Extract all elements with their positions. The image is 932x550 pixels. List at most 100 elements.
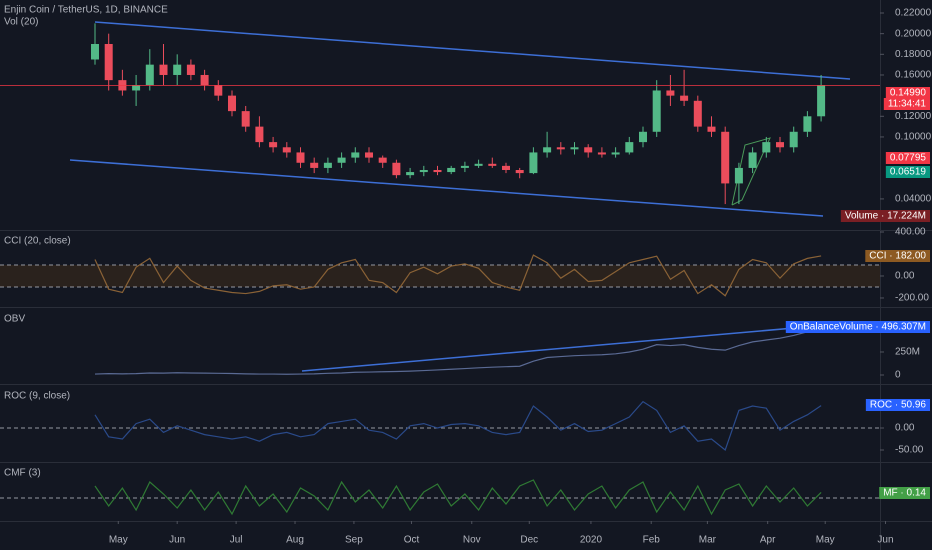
x-tick-label: Apr	[760, 535, 776, 546]
trendline	[301, 323, 841, 372]
candle-body	[721, 131, 730, 184]
y-tick-label: 250M	[895, 347, 920, 358]
indicator-line	[94, 479, 822, 516]
candle-body	[310, 162, 319, 168]
x-tick-label: 2020	[580, 535, 603, 546]
candle-body	[323, 162, 332, 168]
badge-bg	[865, 250, 930, 262]
candle-body	[488, 163, 497, 166]
y-tick-label: 0.22000	[895, 8, 932, 19]
panel-title: OBV	[4, 314, 25, 325]
candle-body	[90, 43, 99, 60]
badge-text: MF · 0.14	[883, 488, 926, 499]
indicator-line	[94, 328, 822, 375]
badge: CCI · 182.00	[865, 250, 930, 262]
y-tick-label: -200.00	[895, 293, 929, 304]
candle-body	[789, 131, 798, 148]
y-tick-label: 0.12000	[895, 111, 932, 122]
y-tick-label: 400.00	[895, 227, 926, 238]
badge-text: CCI · 182.00	[869, 251, 926, 262]
candle-body	[433, 169, 442, 173]
candle-body	[145, 64, 154, 86]
y-tick-label: 0.18000	[895, 49, 932, 60]
candle-body	[364, 152, 373, 158]
candle-body	[406, 172, 415, 176]
badge-text: 0.06519	[890, 167, 927, 178]
candle-body	[693, 100, 702, 127]
x-tick-label: Oct	[404, 535, 420, 546]
candle-body	[104, 43, 113, 81]
candle-body	[817, 85, 826, 117]
panel-title: ROC (9, close)	[4, 391, 70, 402]
candle-body	[529, 152, 538, 174]
badge-text: 11:34:41	[888, 99, 927, 110]
candle-body	[227, 95, 236, 112]
candle-body	[625, 142, 634, 153]
candle-body	[502, 165, 511, 170]
badge-text: ROC · 50.96	[870, 400, 927, 411]
x-tick-label: Nov	[463, 535, 481, 546]
x-tick-label: Dec	[520, 535, 538, 546]
candle-body	[543, 147, 552, 153]
badge: 0.06519	[885, 166, 930, 178]
candle-body	[666, 90, 675, 96]
y-tick-label: 0.00	[895, 423, 915, 434]
candle-body	[214, 85, 223, 96]
badge-bg	[865, 399, 930, 411]
candle-body	[132, 85, 141, 91]
trendline	[69, 159, 824, 217]
panel-title: Enjin Coin / TetherUS, 1D, BINANCE	[4, 5, 168, 16]
y-tick-label: -50.00	[895, 445, 924, 456]
badge: ROC · 50.96	[865, 399, 930, 411]
candle-body	[186, 64, 195, 75]
candle-body	[378, 157, 387, 163]
candle-body	[296, 152, 305, 163]
candle-body	[570, 147, 579, 150]
badge-text: OnBalanceVolume · 496.307M	[790, 322, 926, 333]
x-tick-label: Jul	[230, 535, 243, 546]
candle-body	[282, 147, 291, 153]
indicator-line	[94, 400, 822, 452]
candle-body	[680, 95, 689, 101]
band-fill	[0, 264, 880, 287]
candle-body	[351, 152, 360, 158]
candle-body	[515, 169, 524, 174]
candle-body	[474, 163, 483, 166]
trendline	[94, 21, 851, 80]
candle-body	[173, 64, 182, 75]
badge-bg	[883, 98, 930, 110]
panel-title: CMF (3)	[4, 468, 41, 479]
candle-body	[748, 152, 757, 168]
candle-body	[734, 167, 743, 184]
y-tick-label: 0	[895, 370, 901, 381]
y-tick-label: 0.04000	[895, 194, 932, 205]
badge-bg	[885, 152, 930, 164]
candle-body	[803, 116, 812, 132]
badge-text: 0.07795	[890, 153, 927, 164]
candle-body	[337, 157, 346, 163]
candle-body	[269, 142, 278, 148]
candle-body	[241, 111, 250, 127]
x-tick-label: Aug	[286, 535, 304, 546]
candle-body	[419, 169, 428, 173]
badge: 0.07795	[885, 152, 930, 164]
x-tick-label: Jun	[169, 535, 185, 546]
x-tick-label: May	[109, 535, 128, 546]
candle-body	[776, 142, 785, 148]
badge-text: 0.14990	[890, 88, 927, 99]
badge-bg	[785, 321, 930, 333]
badge: Volume · 17.224M	[840, 210, 930, 222]
badge-text: Volume · 17.224M	[845, 211, 926, 222]
x-tick-label: May	[816, 535, 835, 546]
candle-body	[556, 147, 565, 150]
badge-bg	[840, 210, 930, 222]
badge: MF · 0.14	[879, 487, 930, 499]
panel-title: CCI (20, close)	[4, 236, 71, 247]
y-tick-label: 0.16000	[895, 70, 932, 81]
candle-body	[392, 162, 401, 176]
candle-body	[762, 142, 771, 153]
y-tick-label: 0.00	[895, 271, 915, 282]
